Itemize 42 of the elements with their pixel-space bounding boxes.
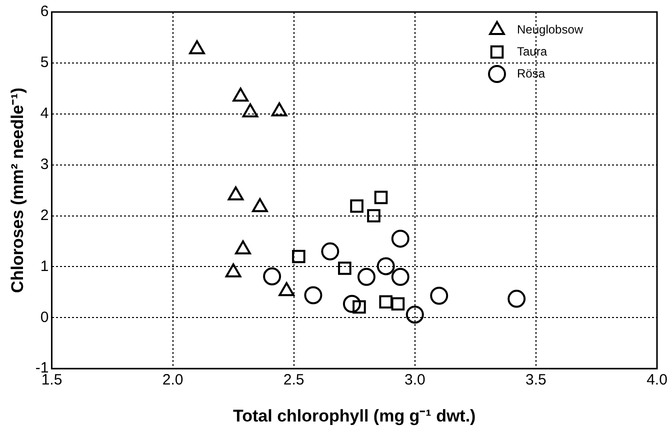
point xyxy=(430,286,448,305)
point xyxy=(374,190,388,204)
point xyxy=(342,294,361,313)
point xyxy=(379,295,392,309)
point xyxy=(304,286,322,304)
y-tick-label: 5 xyxy=(40,54,49,72)
legend-label: Rösa xyxy=(517,66,546,80)
point xyxy=(292,250,306,264)
point xyxy=(242,103,258,118)
point xyxy=(350,199,364,213)
point xyxy=(228,186,244,200)
legend-label: Neuglobsow xyxy=(517,22,584,36)
point xyxy=(376,257,395,276)
point xyxy=(252,198,268,212)
point xyxy=(391,268,410,286)
point xyxy=(263,267,282,286)
x-axis-title: Total chlorophyll (mg g⁻¹ dwt.) xyxy=(233,406,476,426)
point xyxy=(357,268,376,286)
x-tick-label: 2.5 xyxy=(283,372,304,389)
x-tick-label: 3.0 xyxy=(404,372,426,389)
point xyxy=(391,230,410,248)
x-tick-label: 3.5 xyxy=(526,372,546,389)
x-tick-label: 4.0 xyxy=(646,372,668,389)
point xyxy=(321,242,340,260)
y-tick-label: 4 xyxy=(40,105,49,122)
y-tick-label: 2 xyxy=(40,206,49,224)
point xyxy=(352,300,366,314)
point xyxy=(367,209,380,222)
legend-label: Taura xyxy=(517,44,548,58)
y-tick-label: 1 xyxy=(40,258,49,275)
point xyxy=(391,297,405,311)
y-axis-title: Chloroses (mm² needle⁻¹) xyxy=(8,88,27,293)
point xyxy=(271,102,288,116)
point xyxy=(406,306,424,324)
point xyxy=(232,88,249,102)
y-tick-label: 3 xyxy=(40,156,49,173)
y-tick-label: 0 xyxy=(40,308,49,326)
point xyxy=(338,262,352,275)
x-tick-label: 2.0 xyxy=(162,372,184,389)
point xyxy=(189,40,205,54)
y-tick-label: 6 xyxy=(40,3,49,20)
point xyxy=(508,290,526,308)
